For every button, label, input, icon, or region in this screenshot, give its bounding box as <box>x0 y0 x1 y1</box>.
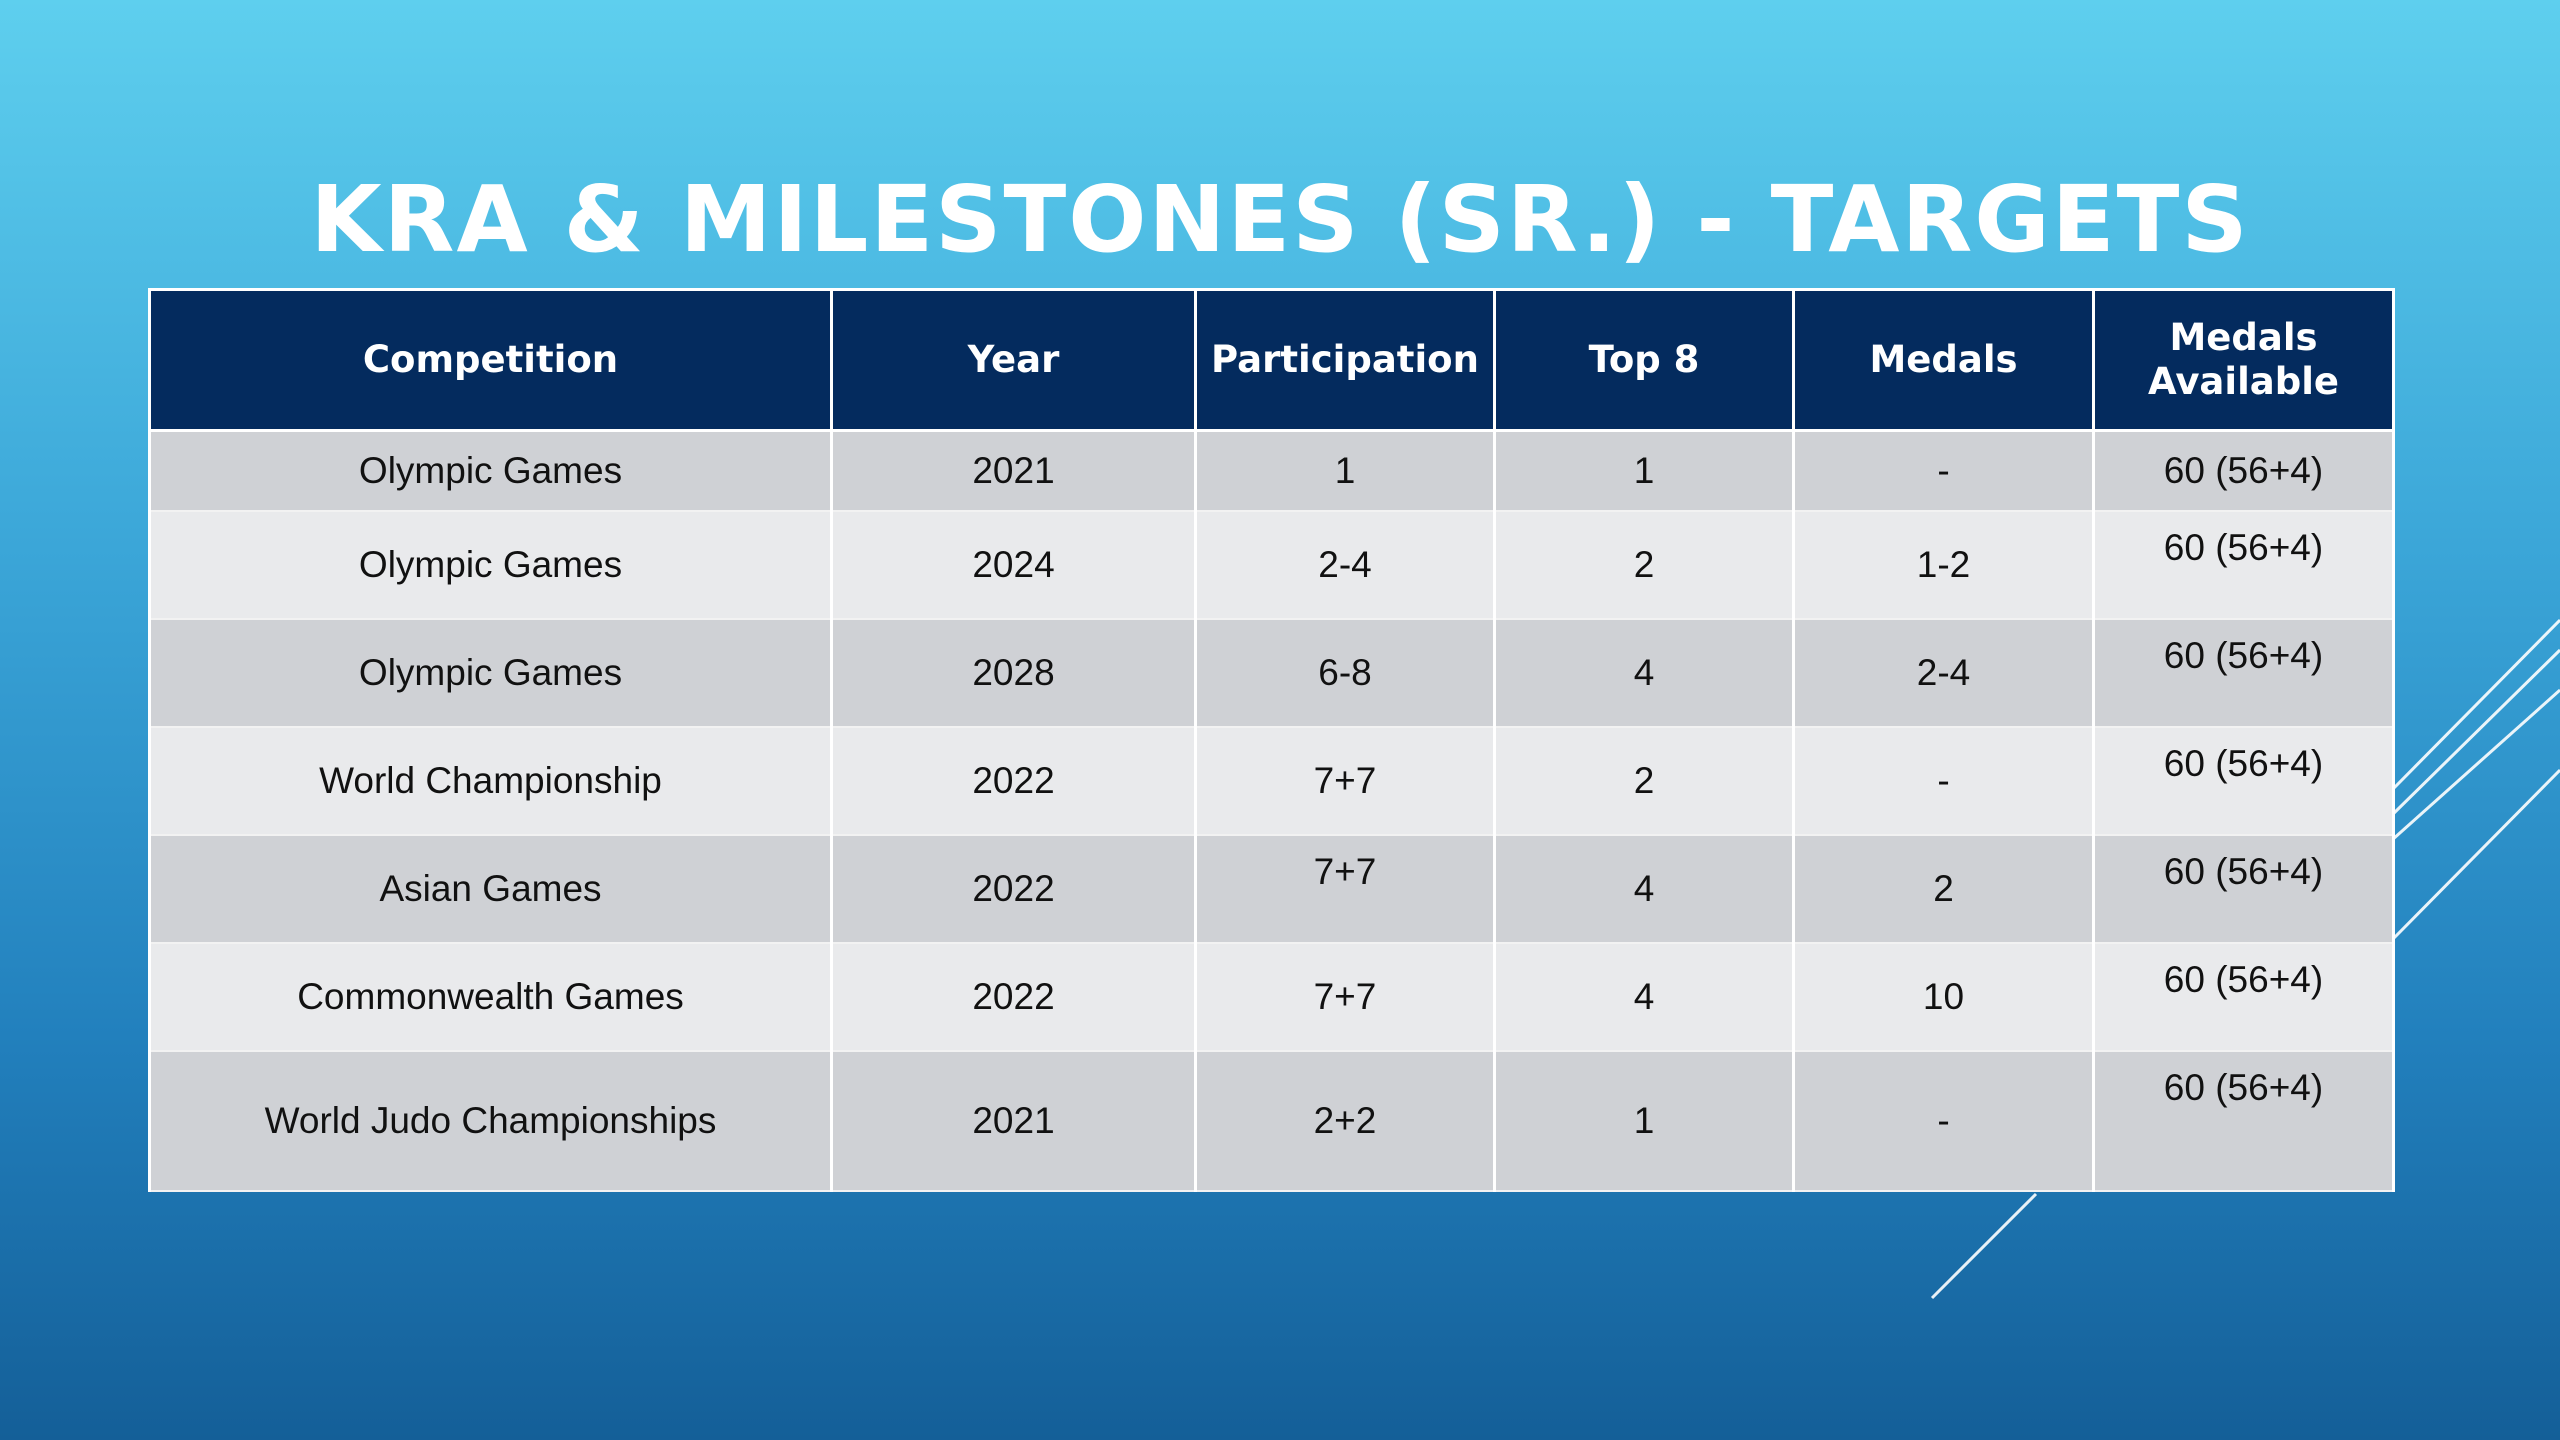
cell-top-8: 2 <box>1493 726 1795 836</box>
cell-top-8: 1 <box>1493 430 1795 512</box>
header-medals-available: Medals Available <box>2092 288 2395 432</box>
cell-competition: Olympic Games <box>148 430 833 512</box>
cell-participation: 7+7 <box>1194 834 1496 944</box>
cell-medals: 2 <box>1792 834 2095 944</box>
deco-line <box>2390 768 2560 942</box>
table-row: Olympic Games 2021 1 1 - 60 (56+4) <box>148 430 2395 512</box>
slide-title: KRA & MILESTONES (SR.) - TARGETS <box>310 166 2250 273</box>
header-year: Year <box>830 288 1197 432</box>
cell-top-8: 4 <box>1493 834 1795 944</box>
cell-year: 2028 <box>830 618 1197 728</box>
cell-medals-available: 60 (56+4) <box>2092 430 2395 512</box>
cell-competition: World Championship <box>148 726 833 836</box>
cell-top-8: 4 <box>1493 942 1795 1052</box>
table-row: World Championship 2022 7+7 2 - 60 (56+4… <box>148 726 2395 836</box>
cell-participation: 2-4 <box>1194 510 1496 620</box>
cell-medals: - <box>1792 430 2095 512</box>
cell-competition: World Judo Championships <box>148 1050 833 1192</box>
cell-medals-available: 60 (56+4) <box>2092 942 2395 1052</box>
cell-competition: Commonwealth Games <box>148 942 833 1052</box>
cell-medals: - <box>1792 1050 2095 1192</box>
table-row: Asian Games 2022 7+7 4 2 60 (56+4) <box>148 834 2395 944</box>
deco-line <box>2391 688 2560 842</box>
cell-medals-available: 60 (56+4) <box>2092 510 2395 620</box>
header-participation: Participation <box>1194 288 1496 432</box>
table-header-row: Competition Year Participation Top 8 Med… <box>148 288 2395 432</box>
cell-year: 2021 <box>830 430 1197 512</box>
cell-competition: Asian Games <box>148 834 833 944</box>
cell-year: 2021 <box>830 1050 1197 1192</box>
cell-year: 2022 <box>830 726 1197 836</box>
cell-participation: 7+7 <box>1194 726 1496 836</box>
cell-top-8: 4 <box>1493 618 1795 728</box>
cell-medals-available: 60 (56+4) <box>2092 1050 2395 1192</box>
cell-competition: Olympic Games <box>148 618 833 728</box>
header-medals: Medals <box>1792 288 2095 432</box>
cell-year: 2022 <box>830 834 1197 944</box>
cell-participation: 7+7 <box>1194 942 1496 1052</box>
cell-medals: 2-4 <box>1792 618 2095 728</box>
cell-medals-available: 60 (56+4) <box>2092 726 2395 836</box>
deco-line <box>1930 1192 2038 1300</box>
header-competition: Competition <box>148 288 833 432</box>
cell-year: 2022 <box>830 942 1197 1052</box>
cell-competition: Olympic Games <box>148 510 833 620</box>
cell-medals: 10 <box>1792 942 2095 1052</box>
targets-table: Competition Year Participation Top 8 Med… <box>148 288 2395 1192</box>
cell-top-8: 2 <box>1493 510 1795 620</box>
header-top-8: Top 8 <box>1493 288 1795 432</box>
table-row: World Judo Championships 2021 2+2 1 - 60… <box>148 1050 2395 1192</box>
cell-medals-available: 60 (56+4) <box>2092 618 2395 728</box>
cell-participation: 6-8 <box>1194 618 1496 728</box>
cell-medals-available: 60 (56+4) <box>2092 834 2395 944</box>
table-row: Commonwealth Games 2022 7+7 4 10 60 (56+… <box>148 942 2395 1052</box>
cell-medals: 1-2 <box>1792 510 2095 620</box>
table-row: Olympic Games 2028 6-8 4 2-4 60 (56+4) <box>148 618 2395 728</box>
cell-participation: 2+2 <box>1194 1050 1496 1192</box>
table-row: Olympic Games 2024 2-4 2 1-2 60 (56+4) <box>148 510 2395 620</box>
deco-line <box>2390 648 2560 817</box>
cell-year: 2024 <box>830 510 1197 620</box>
deco-line <box>2390 618 2560 792</box>
cell-medals: - <box>1792 726 2095 836</box>
cell-participation: 1 <box>1194 430 1496 512</box>
cell-top-8: 1 <box>1493 1050 1795 1192</box>
